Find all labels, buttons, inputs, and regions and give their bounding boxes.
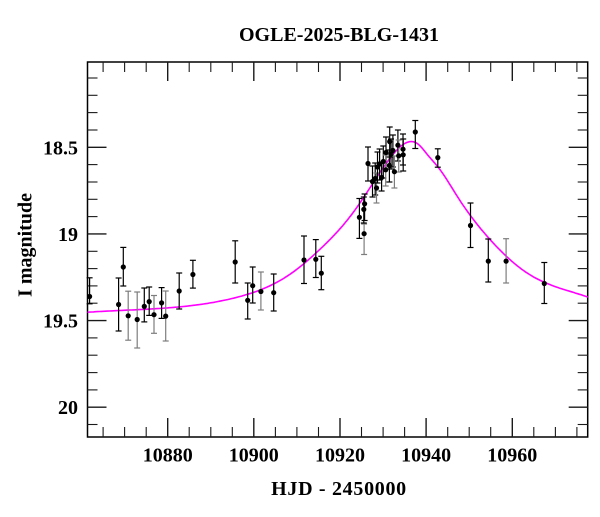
svg-text:HJD - 2450000: HJD - 2450000 <box>271 478 407 500</box>
svg-text:10960: 10960 <box>487 445 537 467</box>
svg-text:20: 20 <box>58 397 78 419</box>
svg-text:19.5: 19.5 <box>43 311 78 333</box>
svg-text:I magnitude: I magnitude <box>15 193 37 297</box>
svg-text:OGLE-2025-BLG-1431: OGLE-2025-BLG-1431 <box>239 24 439 46</box>
svg-text:10900: 10900 <box>229 445 279 467</box>
svg-text:10880: 10880 <box>143 445 193 467</box>
svg-text:19: 19 <box>58 224 78 246</box>
svg-text:10940: 10940 <box>401 445 451 467</box>
svg-text:10920: 10920 <box>315 445 365 467</box>
svg-text:18.5: 18.5 <box>43 137 78 159</box>
